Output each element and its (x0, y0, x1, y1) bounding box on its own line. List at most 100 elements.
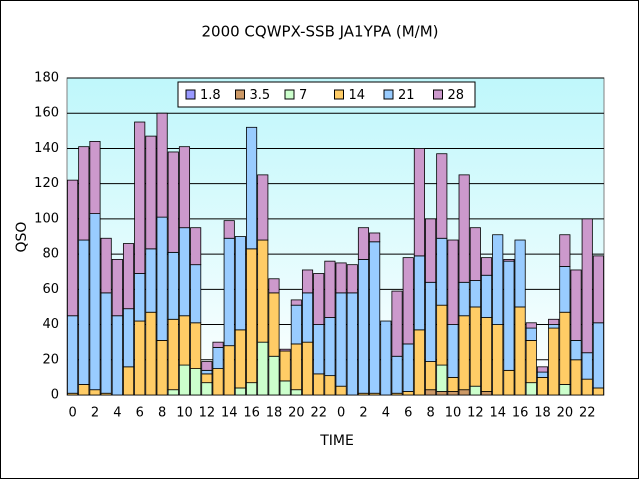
x-tick-label: 22 (310, 406, 327, 421)
bar-segment (581, 352, 593, 380)
bar-segment (391, 290, 403, 357)
bar-segment (592, 322, 604, 389)
bar-segment (257, 239, 269, 343)
bar-segment (167, 318, 179, 391)
chart-title: 2000 CQWPX-SSB JA1YPA (M/M) (201, 23, 438, 41)
bar-segment (525, 382, 537, 396)
bar-segment (570, 269, 582, 341)
bar-segment (301, 269, 314, 294)
x-tick-label: 6 (136, 406, 144, 421)
y-tick-label: 180 (34, 71, 59, 86)
bar-segment (324, 260, 336, 318)
x-tick-label: 12 (467, 406, 484, 421)
y-tick-label: 80 (42, 247, 59, 262)
x-tick-label: 16 (512, 406, 529, 421)
bar-segment (592, 387, 604, 396)
bar-segment (492, 234, 504, 325)
bar-segment (480, 317, 493, 392)
bar-segment (548, 318, 560, 325)
bar-segment (536, 366, 549, 373)
bar-segment (458, 281, 470, 317)
bar-segment (234, 387, 246, 396)
bar-segment (279, 380, 291, 396)
legend-swatch (334, 89, 344, 100)
bar-segment (190, 368, 202, 396)
legend-label: 28 (448, 88, 465, 103)
bar-segment (201, 373, 213, 384)
y-tick-label: 100 (34, 211, 59, 226)
bar-segment (391, 355, 403, 394)
bar-segment (469, 280, 481, 308)
bar-segment (122, 366, 135, 396)
bar-segment (257, 341, 269, 396)
y-tick-label: 40 (42, 317, 59, 332)
y-axis-title: QSO (14, 222, 30, 253)
y-tick-label: 120 (34, 176, 59, 191)
legend-label: 14 (349, 88, 366, 103)
bar-segment (335, 292, 347, 387)
bar-segment (402, 343, 414, 392)
bar-segment (201, 361, 213, 371)
bar-segment (178, 227, 191, 317)
bar-segment (458, 389, 470, 396)
x-tick-label: 0 (337, 406, 345, 421)
bar-segment (212, 347, 224, 369)
bar-segment (447, 239, 459, 325)
bar-segment (246, 248, 258, 384)
bar-segment (525, 322, 537, 329)
bar-segment (447, 376, 459, 392)
bar-segment (570, 340, 582, 361)
y-tick-label: 140 (34, 141, 59, 156)
bar-segment (425, 281, 437, 362)
bar-segment (201, 369, 213, 375)
bar-segment (458, 315, 470, 391)
bar-segment (313, 373, 325, 396)
bar-segment (436, 153, 448, 239)
bar-segment (480, 257, 493, 276)
bar-segment (78, 239, 90, 385)
bar-segment (548, 327, 560, 396)
legend-box (177, 81, 476, 108)
x-tick-label: 4 (113, 406, 121, 421)
bar-segment (425, 361, 437, 391)
bar-segment (290, 299, 302, 306)
bar-segment (67, 315, 79, 394)
bar-segment (559, 234, 571, 267)
legend-swatch (383, 89, 394, 100)
bar-segment (324, 317, 336, 377)
bar-segment (525, 327, 537, 341)
x-tick-label: 6 (404, 406, 412, 421)
x-tick-label: 4 (382, 406, 390, 421)
bar-segment (122, 243, 135, 310)
bar-segment (268, 292, 280, 357)
bar-segment (324, 375, 336, 396)
bar-segment (89, 213, 101, 391)
legend-label: 7 (299, 88, 307, 103)
bar-segment (357, 227, 370, 260)
bar-segment (100, 237, 112, 294)
x-tick-label: 18 (266, 406, 283, 421)
x-tick-label: 2 (91, 406, 99, 421)
bar-segment (469, 385, 481, 396)
bar-segment (380, 320, 392, 396)
bar-segment (436, 391, 448, 396)
x-tick-label: 8 (158, 406, 166, 421)
x-tick-label: 20 (288, 406, 305, 421)
bar-segment (402, 257, 414, 345)
y-tick-label: 20 (42, 352, 59, 367)
bar-segment (413, 148, 425, 257)
bar-segment (514, 306, 526, 396)
bar-segment (212, 368, 224, 396)
y-tick-label: 60 (42, 282, 59, 297)
bar-segment (290, 343, 302, 391)
bar-segment (469, 227, 481, 281)
x-tick-label: 12 (199, 406, 216, 421)
bar-segment (201, 382, 213, 396)
bar-segment (369, 241, 381, 394)
bar-segment (223, 345, 235, 396)
bar-segment (536, 371, 549, 378)
bar-segment (536, 376, 549, 396)
bar-segment (190, 227, 202, 266)
legend-label: 1.8 (200, 88, 221, 103)
